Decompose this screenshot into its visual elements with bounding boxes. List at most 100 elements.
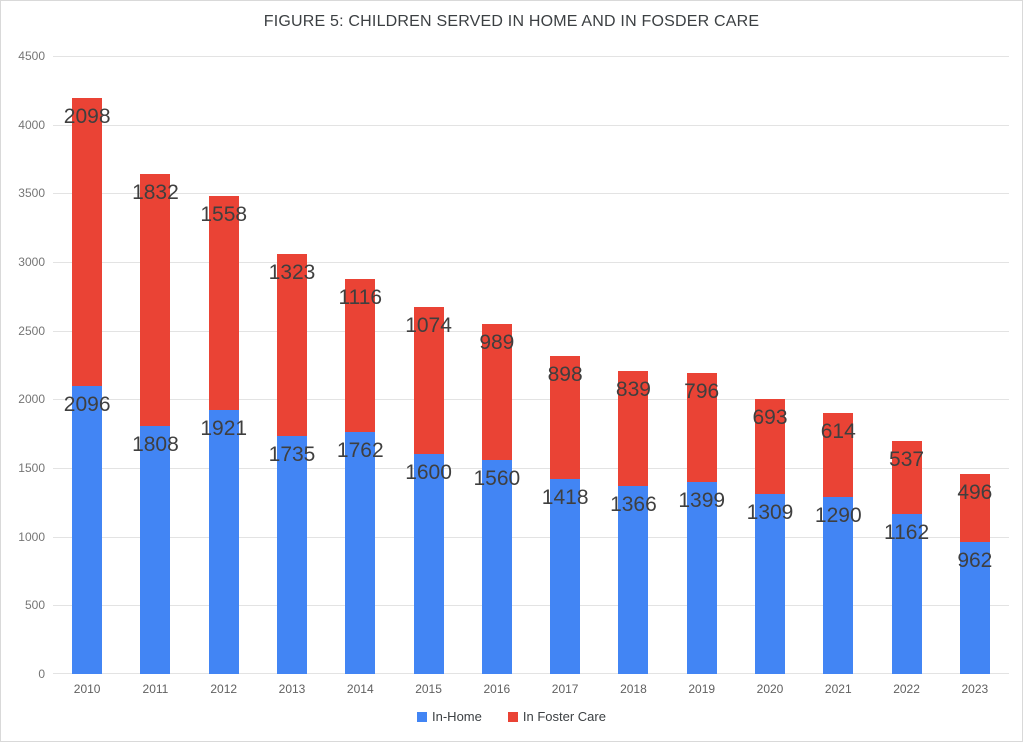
data-label-foster-2016: 989 bbox=[479, 330, 515, 354]
data-label-in-home-2015: 1600 bbox=[405, 461, 452, 485]
data-label-in-home-2012: 1921 bbox=[200, 417, 248, 441]
legend-swatch-icon bbox=[507, 711, 518, 722]
bar-segment-foster-2010 bbox=[72, 98, 103, 387]
bar-segment-foster-2023 bbox=[959, 473, 990, 542]
legend: In-Home In Foster Care bbox=[1, 709, 1022, 724]
legend-label: In-Home bbox=[432, 709, 482, 724]
y-tick-label-2500: 2500 bbox=[18, 323, 45, 338]
bar-segment-foster-2020 bbox=[755, 399, 785, 495]
y-tick-label-4000: 4000 bbox=[18, 117, 45, 132]
data-label-in-home-2019: 1399 bbox=[678, 488, 726, 512]
y-tick-label-3500: 3500 bbox=[18, 186, 45, 201]
gridline-2500 bbox=[53, 331, 1009, 332]
x-tick-label-2015: 2015 bbox=[415, 682, 442, 696]
data-label-in-home-2023: 962 bbox=[957, 548, 993, 572]
bar-segment-foster-2018 bbox=[618, 371, 649, 487]
y-tick-label-500: 500 bbox=[24, 598, 45, 613]
bar-segment-foster-2016 bbox=[481, 323, 512, 460]
bar-segment-in-home-2017 bbox=[550, 479, 581, 674]
x-tick-label-2016: 2016 bbox=[483, 682, 511, 696]
gridline-3500 bbox=[53, 193, 1009, 194]
gridline-4500 bbox=[53, 56, 1009, 57]
x-tick-label-2019: 2019 bbox=[688, 682, 716, 696]
x-tick-label-2022: 2022 bbox=[893, 682, 920, 696]
x-tick-label-2013: 2013 bbox=[278, 682, 306, 696]
legend-item-in-foster-care: In Foster Care bbox=[507, 709, 606, 724]
bar-segment-in-home-2020 bbox=[755, 494, 785, 674]
data-label-foster-2017: 898 bbox=[547, 362, 583, 386]
data-label-in-home-2021: 1290 bbox=[814, 503, 862, 527]
bar-segment-in-home-2015 bbox=[413, 454, 444, 674]
legend-label: In Foster Care bbox=[522, 709, 606, 724]
bar-segment-in-home-2023 bbox=[959, 541, 990, 674]
gridline-3000 bbox=[53, 262, 1009, 263]
bar-segment-foster-2021 bbox=[823, 412, 854, 497]
data-label-foster-2021: 614 bbox=[820, 419, 856, 443]
gridline-4000 bbox=[53, 125, 1009, 126]
bar-segment-in-home-2012 bbox=[208, 410, 239, 674]
x-tick-label-2018: 2018 bbox=[620, 682, 647, 696]
data-label-foster-2014: 1116 bbox=[338, 285, 383, 309]
data-label-foster-2013: 1323 bbox=[268, 261, 316, 285]
plot-area: 2098 2096 1832 1808 1558 1921 1323 1735 1116 1762… bbox=[53, 56, 1009, 674]
data-label-in-home-2018: 1366 bbox=[610, 493, 657, 517]
gridline-1500 bbox=[53, 468, 1009, 469]
data-label-in-home-2011: 1808 bbox=[132, 432, 179, 456]
y-tick-label-2000: 2000 bbox=[18, 392, 45, 407]
bar-segment-foster-2022 bbox=[891, 440, 922, 515]
data-label-in-home-2020: 1309 bbox=[746, 501, 794, 525]
bar-segment-in-home-2022 bbox=[891, 514, 922, 674]
gridline-500 bbox=[53, 605, 1009, 606]
gridline-2000 bbox=[53, 399, 1009, 400]
bar-segment-foster-2012 bbox=[208, 196, 239, 411]
x-tick-label-2023: 2023 bbox=[961, 682, 989, 696]
bar-segment-in-home-2016 bbox=[481, 459, 512, 674]
data-label-foster-2019: 796 bbox=[684, 379, 720, 403]
bar-segment-in-home-2013 bbox=[277, 435, 307, 674]
bar-segment-foster-2014 bbox=[345, 278, 376, 432]
y-tick-label-0: 0 bbox=[38, 667, 45, 681]
data-label-in-home-2016: 1560 bbox=[473, 466, 521, 490]
data-label-foster-2018: 839 bbox=[615, 378, 651, 402]
bar-segment-foster-2013 bbox=[277, 254, 307, 436]
bar-segment-foster-2019 bbox=[686, 372, 717, 482]
x-tick-label-2021: 2021 bbox=[824, 682, 852, 696]
x-tick-label-2020: 2020 bbox=[756, 682, 784, 696]
data-label-in-home-2014: 1762 bbox=[336, 439, 384, 463]
bar-segment-foster-2017 bbox=[550, 355, 581, 480]
gridline-0 bbox=[53, 673, 1009, 674]
bar-segment-in-home-2014 bbox=[345, 432, 376, 674]
bar-segment-in-home-2019 bbox=[686, 481, 717, 674]
bar-segment-in-home-2011 bbox=[140, 425, 171, 674]
legend-swatch-icon bbox=[417, 711, 428, 722]
data-label-foster-2023: 496 bbox=[957, 480, 993, 504]
data-label-in-home-2017: 1418 bbox=[541, 486, 589, 510]
bar-segment-in-home-2021 bbox=[823, 496, 854, 674]
legend-item-in-home: In-Home bbox=[417, 709, 482, 724]
x-tick-label-2017: 2017 bbox=[551, 682, 579, 696]
chart-title: FIGURE 5: CHILDREN SERVED IN HOME AND IN… bbox=[263, 13, 760, 30]
data-label-foster-2012: 1558 bbox=[200, 203, 248, 227]
y-tick-label-3000: 3000 bbox=[18, 255, 45, 269]
y-tick-label-1500: 1500 bbox=[18, 461, 45, 475]
x-tick-label-2014: 2014 bbox=[346, 682, 374, 696]
x-tick-label-2012: 2012 bbox=[210, 682, 238, 696]
data-label-foster-2020: 693 bbox=[752, 406, 788, 430]
x-tick-label-2010: 2010 bbox=[73, 682, 101, 696]
bar-segment-in-home-2010 bbox=[72, 386, 103, 674]
y-axis: 0 500 1000 1500 2000 2500 3000 3500 4000 4500 bbox=[1, 50, 45, 680]
y-tick-label-1000: 1000 bbox=[18, 529, 45, 544]
bar-segment-foster-2015 bbox=[413, 306, 444, 455]
data-label-foster-2011: 1832 bbox=[132, 181, 179, 205]
bar-segment-in-home-2018 bbox=[618, 486, 649, 674]
data-label-foster-2015: 1074 bbox=[405, 313, 452, 337]
gridline-1000 bbox=[53, 537, 1009, 538]
data-label-in-home-2022: 1162 bbox=[883, 521, 930, 545]
data-label-in-home-2010: 2096 bbox=[63, 393, 111, 417]
data-label-foster-2010: 2098 bbox=[63, 105, 111, 129]
data-label-foster-2022: 537 bbox=[889, 447, 925, 471]
data-label-in-home-2013: 1735 bbox=[268, 442, 316, 466]
x-axis: 2010 2011 2012 2013 2014 2015 2016 2017 2018 2019… bbox=[53, 683, 1009, 699]
bar-segment-foster-2011 bbox=[140, 174, 171, 426]
